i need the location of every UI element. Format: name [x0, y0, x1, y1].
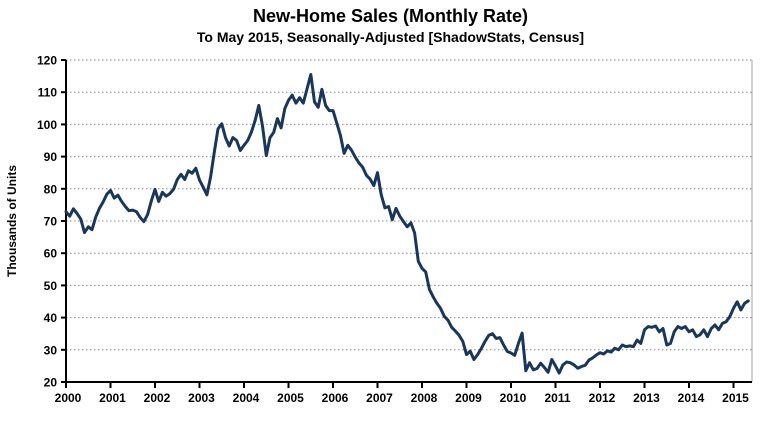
y-tick-label: 70	[44, 215, 58, 229]
chart-subtitle: To May 2015, Seasonally-Adjusted [Shadow…	[196, 29, 585, 45]
x-tick-label: 2009	[455, 391, 482, 405]
x-tick-label: 2010	[500, 391, 527, 405]
chart-title: New-Home Sales (Monthly Rate)	[252, 6, 529, 26]
y-tick-label: 40	[44, 311, 58, 325]
y-tick-label: 120	[37, 54, 57, 68]
y-tick-label: 20	[44, 376, 58, 390]
x-tick-label: 2004	[233, 391, 260, 405]
x-tick-label: 2014	[678, 391, 705, 405]
y-tick-label: 30	[44, 343, 58, 357]
x-tick-label: 2013	[633, 391, 660, 405]
x-tick-label: 2005	[277, 391, 304, 405]
y-tick-label: 60	[44, 247, 58, 261]
x-tick-label: 2008	[411, 391, 438, 405]
y-tick-label: 90	[44, 150, 58, 164]
y-tick-label: 80	[44, 182, 58, 196]
x-tick-label: 2003	[188, 391, 215, 405]
x-tick-label: 2006	[322, 391, 349, 405]
y-tick-label: 100	[37, 118, 57, 132]
x-tick-label: 2002	[144, 391, 171, 405]
x-tick-label: 2012	[589, 391, 616, 405]
x-tick-label: 2000	[55, 391, 82, 405]
y-tick-label: 110	[38, 86, 58, 100]
x-tick-label: 2015	[722, 391, 749, 405]
x-tick-label: 2007	[366, 391, 393, 405]
x-tick-label: 2011	[544, 391, 570, 405]
data-series-line	[64, 73, 750, 375]
y-tick-label: 50	[44, 279, 58, 293]
x-tick-label: 2001	[99, 391, 126, 405]
